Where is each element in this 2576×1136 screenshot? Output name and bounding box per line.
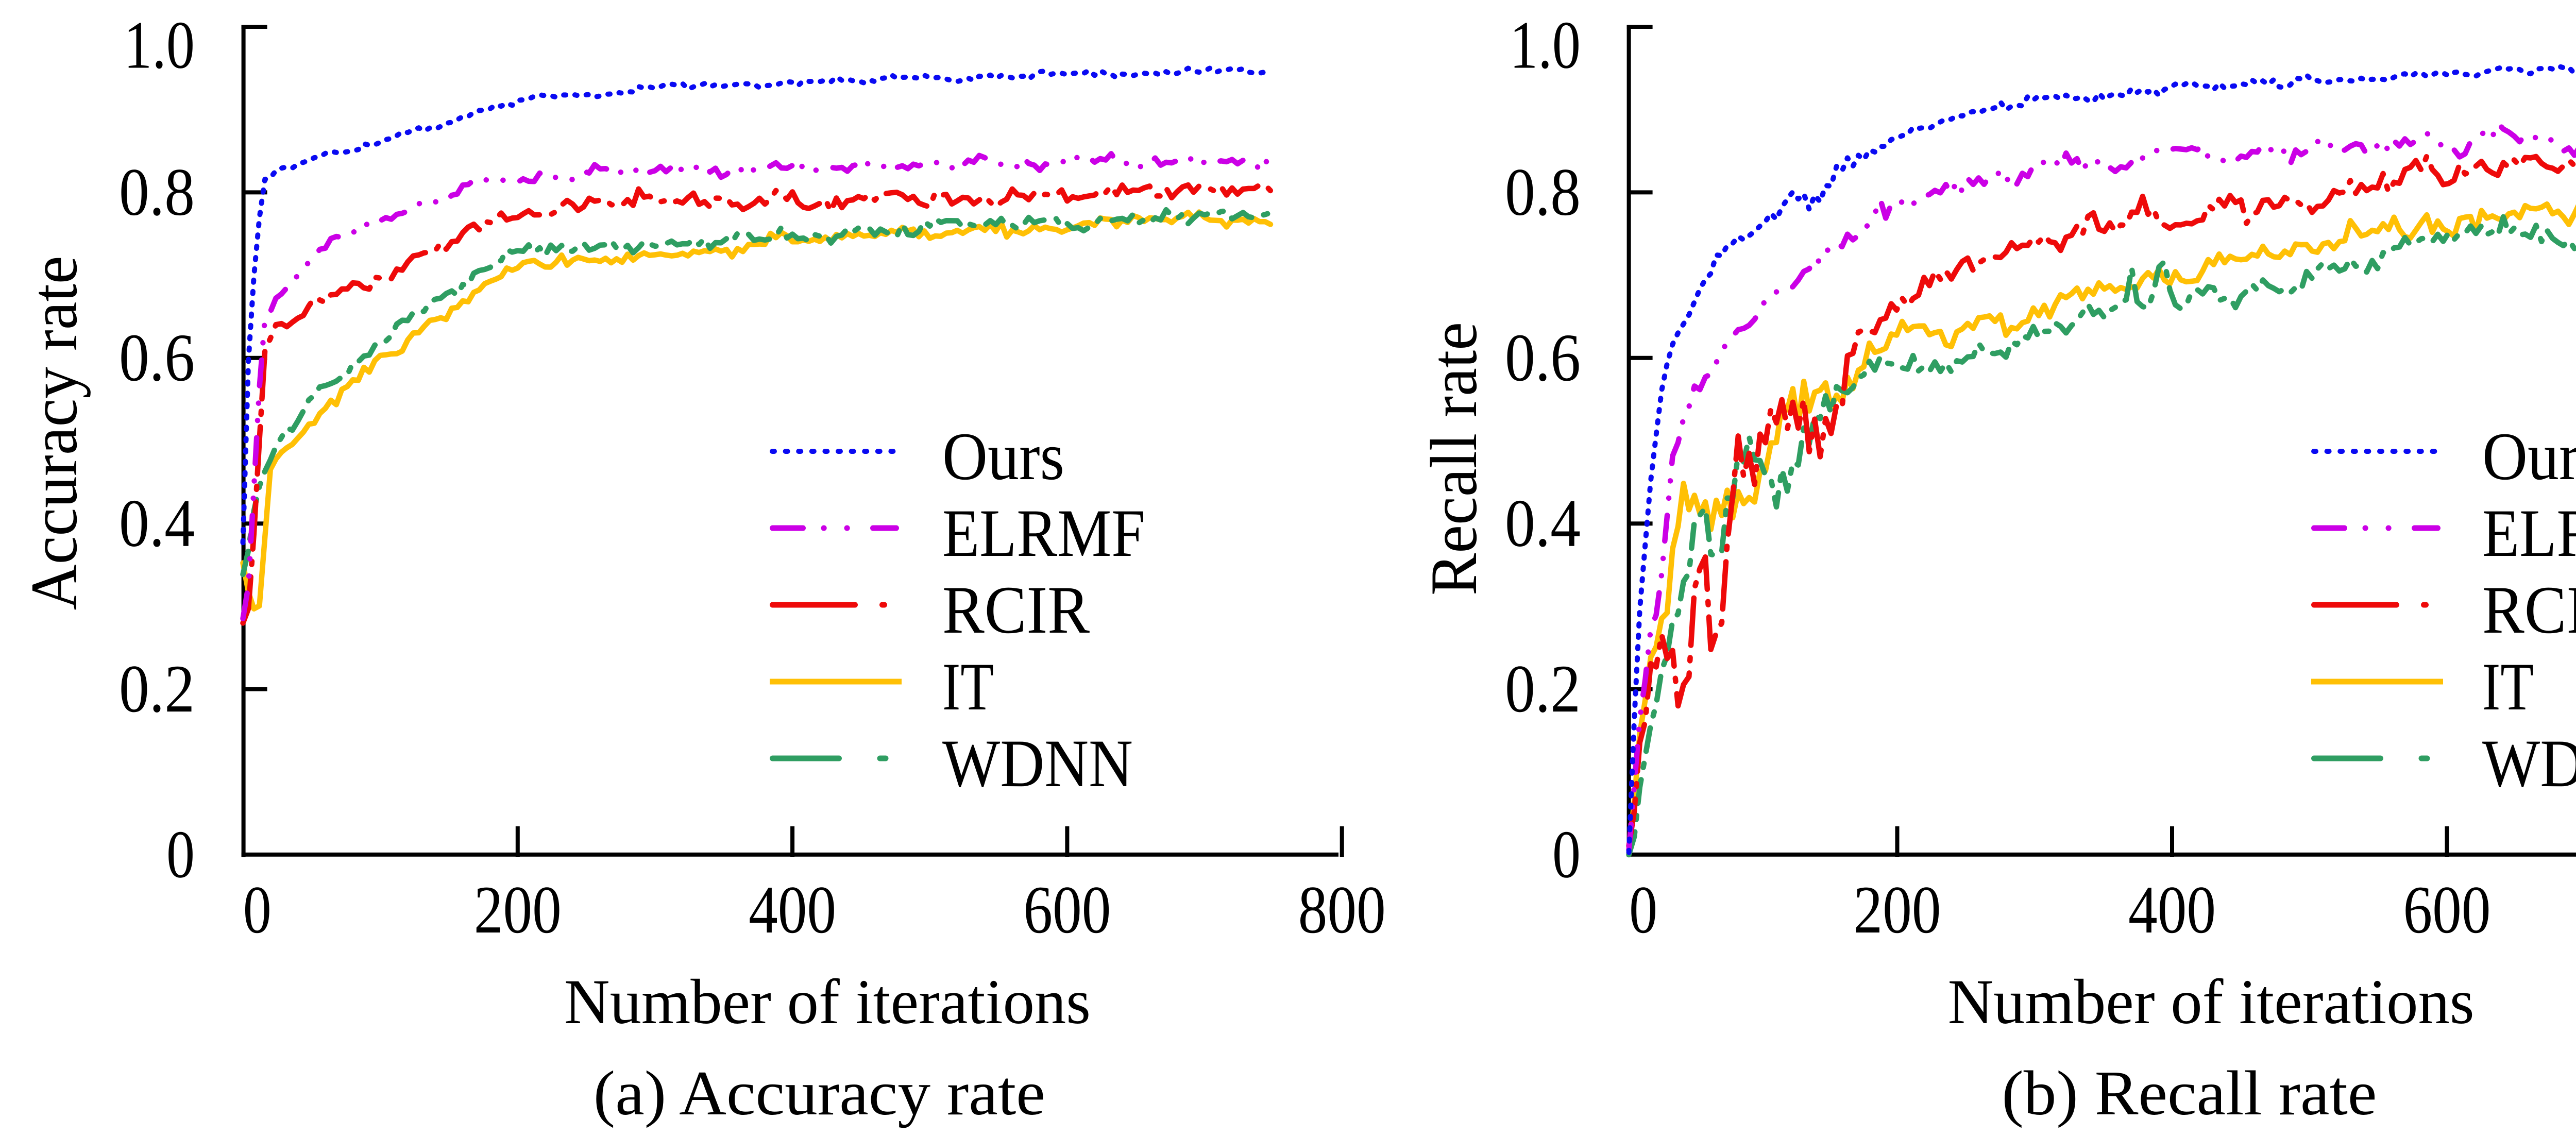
svg-text:ELRMF: ELRMF (2482, 495, 2576, 571)
svg-text:WDNN: WDNN (2482, 725, 2576, 801)
svg-text:RCIR: RCIR (2482, 572, 2576, 648)
svg-text:1.0: 1.0 (124, 7, 195, 83)
svg-text:200: 200 (474, 872, 562, 947)
svg-text:1.0: 1.0 (1510, 7, 1581, 83)
svg-text:WDNN: WDNN (942, 725, 1133, 801)
svg-text:(b) Recall rate: (b) Recall rate (2002, 1058, 2377, 1128)
svg-text:0.2: 0.2 (1505, 651, 1581, 726)
svg-text:ELRMF: ELRMF (942, 495, 1145, 571)
svg-text:0.6: 0.6 (1505, 319, 1581, 395)
svg-text:600: 600 (1023, 872, 1111, 947)
svg-text:0: 0 (1629, 872, 1657, 947)
svg-text:800: 800 (1298, 872, 1386, 947)
svg-text:Ours: Ours (942, 418, 1064, 494)
svg-text:0.8: 0.8 (119, 154, 195, 230)
svg-text:0: 0 (1552, 817, 1581, 892)
svg-text:IT: IT (2482, 649, 2534, 724)
svg-text:200: 200 (1854, 872, 1941, 947)
svg-text:600: 600 (2403, 872, 2491, 947)
svg-text:0.6: 0.6 (119, 319, 195, 395)
svg-text:(a) Accuracy rate: (a) Accuracy rate (594, 1058, 1045, 1128)
svg-text:Recall rate: Recall rate (1417, 322, 1490, 596)
svg-text:400: 400 (2128, 872, 2216, 947)
svg-text:Accuracy rate: Accuracy rate (17, 256, 91, 610)
svg-text:0: 0 (243, 872, 272, 947)
svg-text:0.4: 0.4 (1505, 485, 1581, 561)
svg-text:Number of iterations: Number of iterations (564, 967, 1091, 1037)
svg-text:IT: IT (942, 649, 994, 724)
svg-text:Number of iterations: Number of iterations (1948, 967, 2475, 1037)
svg-text:0.8: 0.8 (1505, 154, 1581, 230)
svg-text:400: 400 (749, 872, 836, 947)
svg-text:Ours: Ours (2482, 418, 2576, 494)
svg-text:0.4: 0.4 (119, 485, 195, 561)
svg-text:RCIR: RCIR (942, 572, 1090, 648)
svg-text:0: 0 (166, 817, 195, 892)
svg-text:0.2: 0.2 (119, 651, 195, 726)
